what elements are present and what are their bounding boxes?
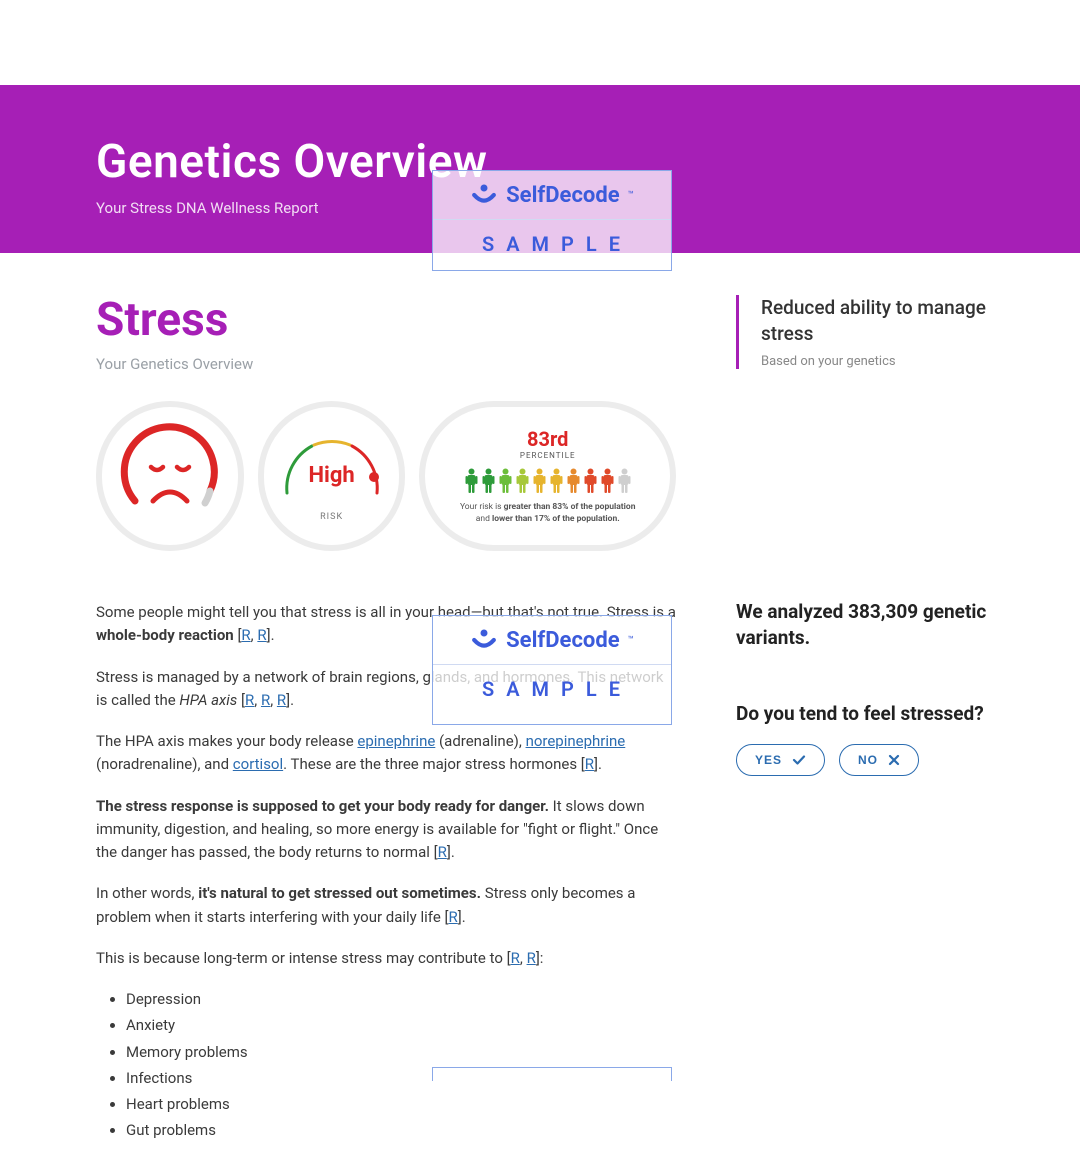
- section-title: Stress: [96, 293, 676, 347]
- mood-gauge: [96, 401, 244, 551]
- sample-watermark: SelfDecode™ SAMPLE: [432, 170, 672, 271]
- risk-label: High: [308, 463, 354, 488]
- reference-link[interactable]: R: [241, 626, 250, 644]
- reference-link[interactable]: R: [261, 691, 270, 709]
- x-icon: [888, 754, 900, 766]
- percentile-gauge: 83rd PERCENTILE Your risk is greater tha…: [419, 401, 676, 551]
- paragraph: The HPA axis makes your body release epi…: [96, 730, 676, 777]
- callout-box: Reduced ability to manage stress Based o…: [736, 295, 996, 369]
- person-icon: [601, 468, 614, 494]
- callout-sub: Based on your genetics: [761, 354, 996, 369]
- question-text: Do you tend to feel stressed?: [736, 701, 996, 727]
- reference-link[interactable]: R: [511, 949, 520, 967]
- term-link[interactable]: norepinephrine: [526, 732, 626, 750]
- paragraph: The stress response is supposed to get y…: [96, 795, 676, 865]
- desc-bold: greater than 83% of the population: [504, 502, 636, 512]
- analyzed-text: We analyzed 383,309 genetic variants.: [736, 599, 996, 650]
- desc-text: Your risk is: [460, 502, 504, 512]
- risk-sublabel: RISK: [320, 512, 343, 522]
- risk-gauge: High RISK: [258, 401, 406, 551]
- term-link[interactable]: epinephrine: [357, 732, 435, 750]
- person-icon: [482, 468, 495, 494]
- button-row: YES NO: [736, 744, 996, 776]
- person-icon: [567, 468, 580, 494]
- brand-logo-icon: [470, 181, 498, 209]
- percentile-value: 83rd: [527, 427, 568, 451]
- list-item: Anxiety: [126, 1014, 676, 1037]
- percentile-label: PERCENTILE: [520, 451, 576, 460]
- brand-name: SelfDecode: [506, 628, 619, 653]
- sample-watermark: [432, 1067, 672, 1081]
- reference-link[interactable]: R: [449, 908, 458, 926]
- person-icon: [550, 468, 563, 494]
- list-item: Memory problems: [126, 1041, 676, 1064]
- reference-link[interactable]: R: [585, 755, 594, 773]
- term-link[interactable]: cortisol: [233, 755, 283, 773]
- person-icon: [533, 468, 546, 494]
- yes-button[interactable]: YES: [736, 744, 825, 776]
- sad-face-icon: [115, 421, 225, 531]
- list-item: Gut problems: [126, 1119, 676, 1142]
- paragraph: In other words, it's natural to get stre…: [96, 882, 676, 929]
- desc-bold: lower than 17% of the population.: [492, 514, 620, 524]
- reference-link[interactable]: R: [438, 843, 447, 861]
- paragraph: This is because long-term or intense str…: [96, 947, 676, 970]
- desc-text: and: [476, 514, 492, 524]
- people-row: [465, 468, 631, 494]
- gauge-row: High RISK 83rd PERCENTILE Your risk is g…: [96, 401, 676, 551]
- person-icon: [499, 468, 512, 494]
- list-item: Depression: [126, 988, 676, 1011]
- percentile-desc: Your risk is greater than 83% of the pop…: [460, 502, 636, 526]
- yes-label: YES: [755, 753, 782, 767]
- sample-watermark: SelfDecode™ SAMPLE: [432, 615, 672, 725]
- person-icon: [584, 468, 597, 494]
- check-icon: [792, 753, 806, 767]
- reference-link[interactable]: R: [277, 691, 286, 709]
- person-icon: [516, 468, 529, 494]
- no-button[interactable]: NO: [839, 744, 919, 776]
- reference-link[interactable]: R: [257, 626, 266, 644]
- right-column: Reduced ability to manage stress Based o…: [736, 293, 996, 1146]
- section-subtitle: Your Genetics Overview: [96, 355, 676, 373]
- callout-title: Reduced ability to manage stress: [761, 295, 996, 346]
- list-item: Heart problems: [126, 1093, 676, 1116]
- reference-link[interactable]: R: [245, 691, 254, 709]
- symptom-list: DepressionAnxietyMemory problemsInfectio…: [126, 988, 676, 1143]
- person-icon: [465, 468, 478, 494]
- sample-label: SAMPLE: [433, 664, 671, 715]
- no-label: NO: [858, 753, 878, 767]
- reference-link[interactable]: R: [527, 949, 536, 967]
- brand-name: SelfDecode: [506, 183, 619, 208]
- sample-label: SAMPLE: [433, 219, 671, 270]
- brand-logo-icon: [470, 626, 498, 654]
- person-icon: [618, 468, 631, 494]
